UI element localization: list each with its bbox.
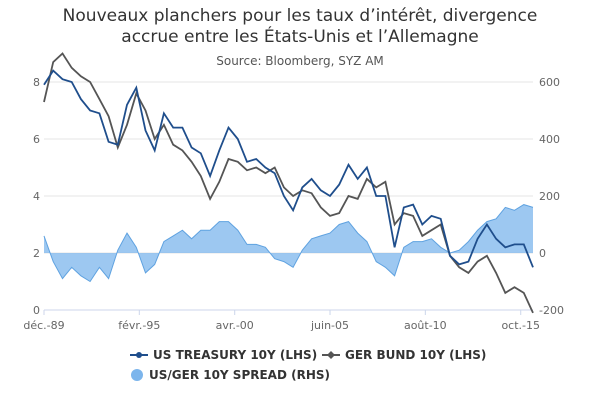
x-tick-label: févr.-95 [118, 319, 160, 332]
y-right-tick-label: 600 [539, 76, 560, 89]
y-left-tick-label: 0 [33, 304, 40, 317]
y-right-tick-label: -200 [539, 304, 564, 317]
legend-label-ger-bund: GER BUND 10Y (LHS) [345, 348, 487, 362]
legend-item-us-treasury[interactable]: US TREASURY 10Y (LHS) [130, 348, 317, 362]
legend-label-spread: US/GER 10Y SPREAD (RHS) [149, 368, 330, 382]
chart-title: Nouveaux planchers pour les taux d’intér… [62, 6, 538, 47]
legend-item-spread[interactable]: US/GER 10Y SPREAD (RHS) [130, 368, 330, 382]
legend-line-marker-icon [130, 352, 148, 358]
chart-subtitle: Source: Bloomberg, SYZ AM [216, 54, 384, 68]
x-tick-label: déc.-89 [23, 319, 64, 332]
legend-label-us-treasury: US TREASURY 10Y (LHS) [153, 348, 318, 362]
us-treasury-line [43, 69, 534, 268]
legend-area-marker-icon [131, 369, 143, 381]
y-left-tick-label: 4 [33, 190, 40, 203]
y-right-tick-label: 0 [539, 247, 546, 260]
y-left-tick-label: 8 [33, 76, 40, 89]
y-left-tick-label: 2 [33, 247, 40, 260]
spread-area [44, 204, 533, 282]
x-tick-label: août-10 [404, 319, 447, 332]
ger-bund-line [43, 52, 534, 314]
x-tick-label: avr.-00 [216, 319, 254, 332]
x-tick-label: juin-05 [310, 319, 349, 332]
legend-item-ger-bund[interactable]: GER BUND 10Y (LHS) [322, 348, 486, 362]
spread-line [43, 204, 534, 283]
y-left-tick-label: 6 [33, 133, 40, 146]
x-tick-label: oct.-15 [501, 319, 540, 332]
legend-line-marker-icon [322, 351, 340, 359]
y-right-tick-label: 200 [539, 190, 560, 203]
y-right-tick-label: 400 [539, 133, 560, 146]
